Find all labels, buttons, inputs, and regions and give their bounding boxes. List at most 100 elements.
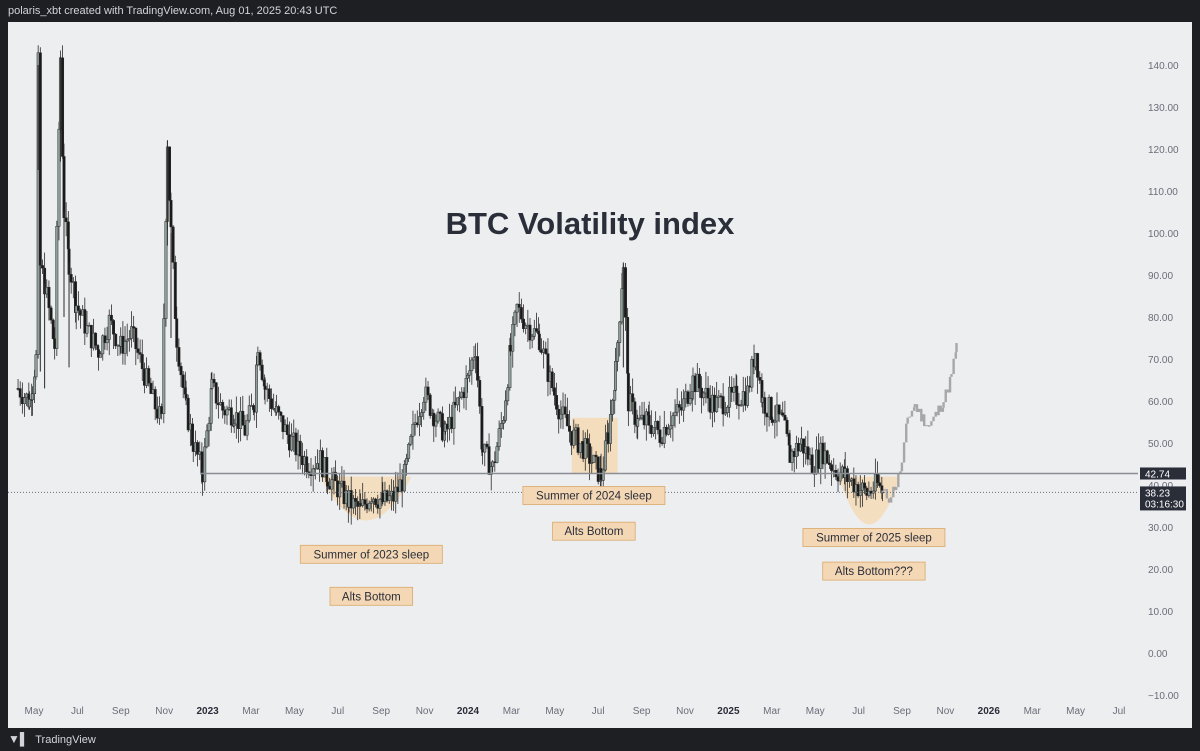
candle-body: [746, 385, 750, 406]
candle: [405, 453, 408, 476]
candle-body: [626, 317, 630, 374]
candle-body: [511, 324, 515, 352]
candle: [629, 385, 632, 412]
candle-body: [513, 311, 517, 325]
y-tick-label: 90.00: [1148, 271, 1173, 282]
candle-body: [785, 420, 789, 434]
candle-body: [706, 387, 710, 399]
candle: [263, 377, 267, 405]
x-tick-label: 2025: [717, 706, 740, 717]
candle-body: [588, 443, 592, 464]
candle-body: [38, 52, 42, 266]
candle-body: [728, 386, 732, 408]
candle-body: [504, 400, 508, 421]
candle: [138, 339, 142, 363]
projection-candle: [944, 389, 947, 403]
candle: [311, 464, 315, 492]
candle: [387, 484, 391, 504]
candle: [130, 311, 133, 348]
candle: [468, 357, 472, 383]
x-tick-label: May: [545, 706, 564, 717]
projection-candle: [955, 343, 958, 353]
candle-body: [470, 359, 474, 371]
candle-body: [594, 454, 598, 458]
candle: [633, 397, 637, 434]
candle: [863, 475, 867, 495]
candle-body: [633, 401, 637, 425]
projection-candle: [930, 421, 933, 426]
candle: [440, 406, 444, 443]
candle: [513, 310, 517, 337]
candle-body: [876, 474, 879, 484]
candle-body: [626, 373, 630, 412]
candle-body: [109, 314, 113, 321]
candle: [426, 381, 430, 400]
candle: [363, 492, 367, 511]
candle: [114, 333, 118, 350]
candle: [354, 489, 357, 516]
candle-body: [686, 391, 690, 404]
candle: [428, 392, 432, 419]
candle-body: [34, 354, 38, 378]
candle-body: [519, 307, 523, 320]
candle-body: [466, 374, 469, 379]
candle: [746, 375, 750, 408]
candle-body: [499, 423, 503, 429]
candle-body: [458, 396, 462, 399]
candle-body: [313, 467, 317, 470]
candle-body: [127, 338, 131, 341]
candle: [878, 474, 882, 488]
candle-body: [524, 325, 528, 329]
candle-body: [652, 427, 655, 435]
candle: [697, 367, 701, 398]
btc-volatility-chart[interactable]: 140.00 130.00 120.00 110.00 100.00 90.00 80.00…: [8, 22, 1192, 728]
x-tick-label: Mar: [242, 706, 260, 717]
candle-body: [830, 464, 834, 471]
candle-body: [827, 462, 831, 465]
candle: [721, 383, 725, 427]
candle-body: [638, 417, 642, 420]
candle-body: [62, 156, 66, 219]
projection-candle: [885, 489, 889, 499]
candle-body: [756, 353, 760, 378]
candle: [504, 390, 508, 423]
projection-candle: [954, 352, 957, 359]
candle-body: [856, 484, 860, 497]
candle: [506, 384, 510, 406]
candle: [34, 349, 38, 380]
projection-candle: [925, 425, 928, 427]
candle-body: [186, 397, 190, 431]
candle: [785, 417, 789, 437]
candle-body: [472, 357, 476, 361]
candle: [260, 359, 264, 382]
candle-body: [715, 397, 719, 412]
candle: [546, 338, 550, 397]
x-tick-label: Mar: [1024, 706, 1042, 717]
candle: [478, 376, 482, 414]
candle: [750, 355, 754, 392]
candle: [212, 373, 216, 387]
candle: [568, 410, 571, 443]
candle: [578, 443, 582, 459]
candle: [49, 305, 53, 324]
candle-body: [528, 324, 532, 341]
candle: [563, 393, 567, 419]
candle: [149, 377, 153, 394]
candle-body: [618, 321, 622, 343]
candle-body: [426, 386, 430, 396]
candle: [631, 378, 635, 415]
candle-body: [130, 326, 133, 339]
candle: [565, 397, 569, 427]
candle: [773, 405, 777, 439]
candle: [422, 396, 426, 420]
candle-body: [422, 401, 426, 413]
candle-body: [464, 377, 468, 398]
candle: [51, 318, 55, 340]
candle: [756, 352, 760, 394]
candle-body: [758, 377, 762, 381]
candle: [123, 326, 127, 365]
candle: [758, 371, 762, 384]
candle: [41, 259, 44, 275]
candle-body: [613, 389, 617, 401]
candle-body: [94, 332, 98, 346]
